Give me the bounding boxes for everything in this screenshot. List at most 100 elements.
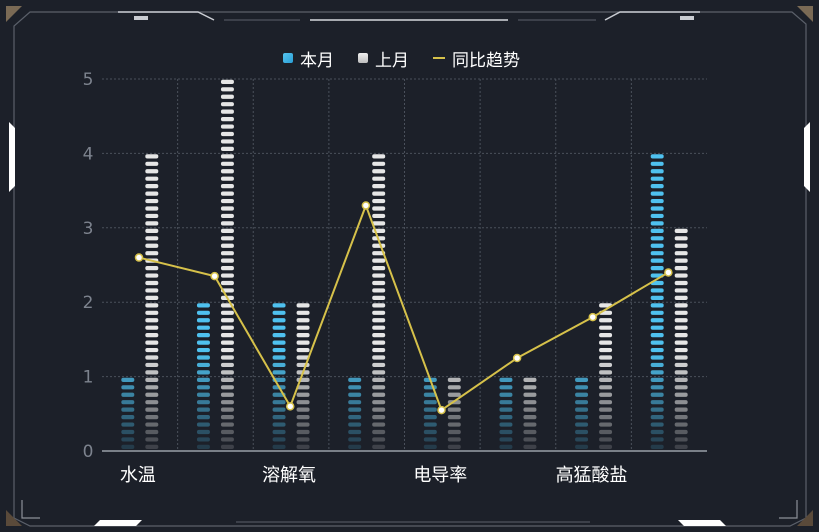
bar-current — [423, 377, 437, 449]
bar-segment — [296, 377, 310, 382]
bar-segment — [372, 169, 386, 174]
bar-segment — [372, 392, 386, 397]
bar-segment — [220, 400, 234, 405]
bar-segment — [499, 429, 513, 435]
bar-segment — [523, 407, 537, 412]
bar-segment — [674, 325, 688, 330]
bar-segment — [296, 392, 310, 397]
bar-segment — [674, 340, 688, 345]
bar-segment — [499, 415, 513, 420]
bar-segment — [296, 407, 310, 412]
bar-segment — [145, 355, 159, 360]
x-tick-label: 电导率 — [413, 465, 467, 486]
bar-segment — [220, 266, 234, 271]
bar-segment — [650, 415, 664, 420]
bar-segment — [447, 407, 461, 412]
bar-segment — [674, 385, 688, 390]
trend-line — [138, 202, 669, 412]
bar-segment — [145, 176, 159, 181]
bar-segment — [599, 422, 613, 427]
bar-segment — [674, 318, 688, 323]
trend-point — [286, 402, 295, 411]
bar-segment — [599, 347, 613, 353]
bar-segment — [650, 340, 664, 345]
bar-segment — [674, 228, 688, 233]
bar-segment — [296, 355, 310, 360]
bar-segment — [599, 437, 613, 442]
bar-segment — [272, 370, 286, 375]
bar-segment — [220, 243, 234, 248]
bar-segment — [372, 154, 386, 159]
bar-segment — [196, 392, 210, 397]
trend-point — [512, 353, 522, 363]
bar-segment — [145, 228, 159, 233]
legend-trend[interactable]: 同比趋势 — [433, 46, 520, 71]
bar-segment — [220, 131, 234, 137]
bar-segment — [423, 385, 437, 390]
bar-segment — [220, 251, 234, 256]
bar-segment — [296, 325, 310, 330]
bar-segment — [674, 258, 688, 263]
x-tick-label: 水温 — [120, 465, 156, 486]
legend-current[interactable]: 本月 — [283, 46, 334, 71]
bar-segment — [423, 437, 437, 442]
bar-segment — [575, 385, 589, 390]
bar-segment — [447, 392, 461, 397]
bar-segment — [272, 347, 286, 353]
y-tick-label: 0 — [83, 442, 94, 462]
bar-segment — [650, 184, 664, 189]
legend-previous-swatch — [358, 53, 368, 63]
bar-current — [650, 154, 664, 449]
bar-segment — [372, 333, 386, 338]
bar-segment — [372, 273, 386, 278]
bar-segment — [220, 318, 234, 323]
bar-segment — [650, 325, 664, 330]
bar-previous — [523, 377, 537, 449]
bar-segment — [523, 415, 537, 420]
bar-segment — [447, 415, 461, 420]
bar-segment — [220, 444, 234, 449]
bar-segment — [599, 362, 613, 368]
bar-segment — [145, 243, 159, 248]
bar-segment — [348, 377, 362, 382]
bar-segment — [220, 236, 234, 241]
bar-segment — [674, 355, 688, 360]
bar-segment — [372, 444, 386, 449]
legend-previous[interactable]: 上月 — [358, 46, 409, 71]
bar-previous — [674, 228, 688, 449]
bar-segment — [650, 347, 664, 353]
bar-segment — [372, 422, 386, 427]
bar-segment — [650, 228, 664, 233]
y-tick-label: 3 — [83, 219, 94, 239]
bar-segment — [372, 303, 386, 308]
bar-segment — [674, 236, 688, 241]
bar-segment — [372, 221, 386, 226]
bar-segment — [121, 415, 135, 420]
bar-segment — [272, 318, 286, 323]
bar-segment — [499, 407, 513, 412]
bar-segment — [372, 325, 386, 330]
bar-segment — [523, 392, 537, 397]
bar-segment — [145, 385, 159, 390]
bar-segment — [599, 400, 613, 405]
bar-segment — [674, 333, 688, 338]
bar-segment — [523, 422, 537, 427]
bar-segment — [372, 198, 386, 204]
bar-segment — [220, 87, 234, 92]
bar-segment — [196, 355, 210, 360]
bar-previous — [145, 154, 159, 449]
bar-segment — [272, 437, 286, 442]
bar-segment — [196, 325, 210, 330]
bar-segment — [599, 333, 613, 338]
bar-current — [196, 303, 210, 449]
bar-segment — [674, 280, 688, 286]
bar-segment — [220, 169, 234, 174]
bar-segment — [220, 385, 234, 390]
bar-segment — [674, 407, 688, 412]
bar-segment — [296, 333, 310, 338]
bar-segment — [674, 243, 688, 248]
bar-segment — [145, 325, 159, 330]
bar-segment — [196, 415, 210, 420]
bar-segment — [196, 429, 210, 435]
